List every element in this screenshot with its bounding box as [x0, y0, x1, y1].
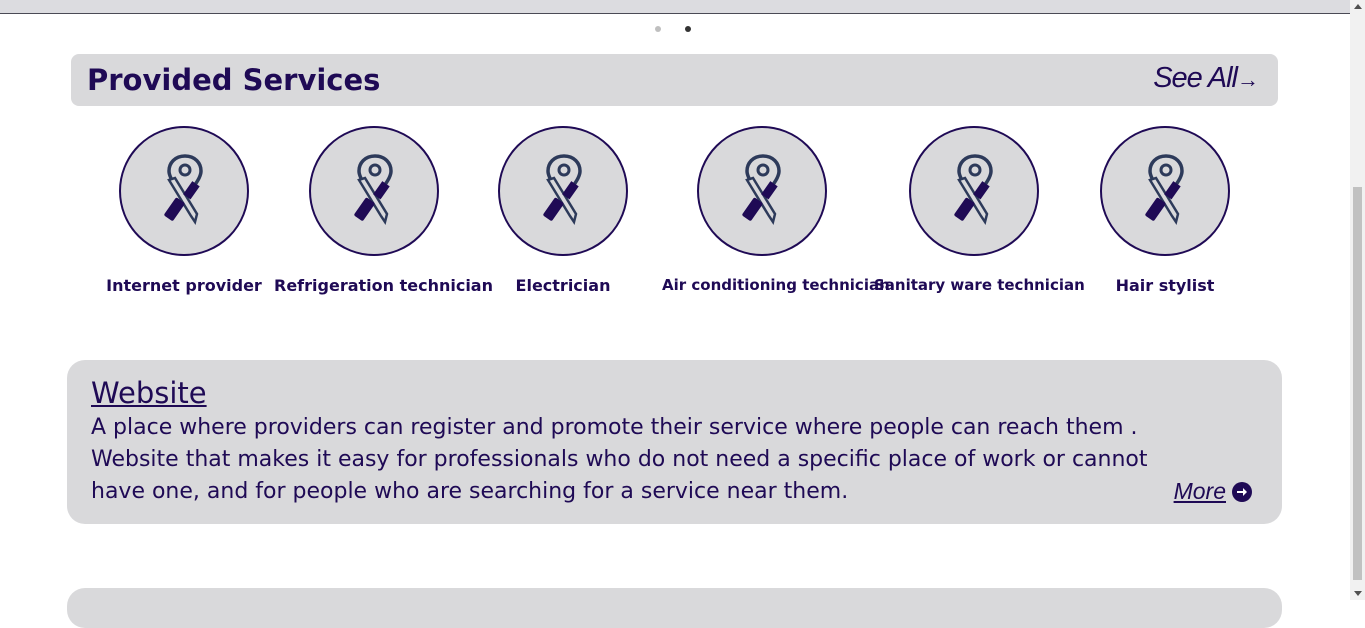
arrow-right-icon: →	[1237, 67, 1259, 92]
service-item-electrician[interactable]: Electrician	[463, 126, 663, 295]
services-title: Provided Services	[87, 63, 381, 97]
service-label[interactable]: Internet provider	[106, 276, 262, 295]
vertical-scrollbar[interactable]	[1350, 0, 1365, 600]
service-tools-pin-icon	[954, 154, 993, 226]
service-label[interactable]: Hair stylist	[1115, 276, 1215, 295]
service-item-air-conditioning-technician[interactable]: Air conditioning technician	[662, 126, 890, 294]
service-tools-pin-icon	[354, 154, 393, 226]
scroll-down-arrow-icon[interactable]	[1354, 591, 1362, 596]
service-label[interactable]: Sanitary ware technician	[874, 276, 1085, 294]
service-tools-pin-icon	[742, 154, 781, 226]
service-circle[interactable]	[697, 126, 827, 256]
service-circle[interactable]	[309, 126, 439, 256]
browser-top-bar	[0, 0, 1350, 14]
next-section-card	[67, 588, 1282, 628]
service-tools-pin-icon	[543, 154, 582, 226]
see-all-label: See All	[1153, 62, 1238, 94]
service-item-refrigeration-technician[interactable]: Refrigeration technician	[274, 126, 493, 295]
service-circle[interactable]	[119, 126, 249, 256]
see-all-link[interactable]: See All→	[1153, 62, 1259, 95]
scroll-up-arrow-icon[interactable]	[1354, 4, 1362, 9]
service-tools-pin-icon	[164, 154, 203, 226]
service-label[interactable]: Refrigeration technician	[274, 276, 493, 295]
carousel-dot-2-active[interactable]	[685, 26, 691, 32]
service-item-sanitary-ware-technician[interactable]: Sanitary ware technician	[874, 126, 1085, 294]
website-description: A place where providers can register and…	[91, 415, 1148, 504]
service-tools-pin-icon	[1145, 154, 1184, 226]
website-info-card: Website A place where providers can regi…	[67, 360, 1282, 524]
service-item-internet-provider[interactable]: Internet provider	[84, 126, 284, 295]
service-item-hair-stylist[interactable]: Hair stylist	[1065, 126, 1265, 295]
service-label[interactable]: Air conditioning technician	[662, 276, 890, 294]
service-circle[interactable]	[1100, 126, 1230, 256]
arrow-circle-right-icon	[1232, 481, 1252, 502]
website-title[interactable]: Website	[91, 376, 207, 410]
carousel-dot-1[interactable]	[655, 26, 661, 32]
scrollbar-thumb[interactable]	[1353, 187, 1362, 580]
service-label[interactable]: Electrician	[515, 276, 611, 295]
more-link[interactable]: More	[1174, 478, 1252, 505]
services-header: Provided Services See All→	[71, 54, 1278, 106]
more-label: More	[1173, 478, 1226, 504]
service-circle[interactable]	[498, 126, 628, 256]
service-circle[interactable]	[909, 126, 1039, 256]
